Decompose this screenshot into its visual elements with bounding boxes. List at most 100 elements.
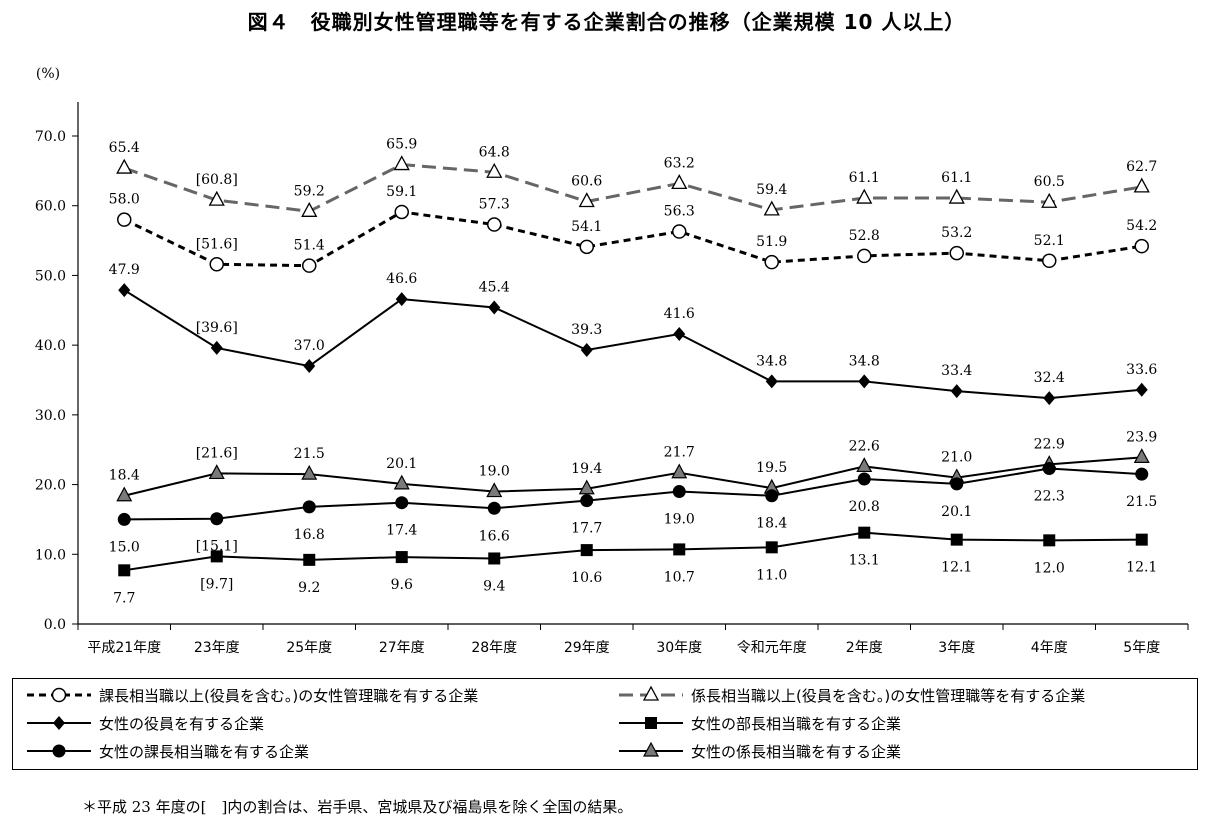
data-point bbox=[765, 374, 778, 389]
data-label: 10.7 bbox=[664, 569, 695, 585]
data-point bbox=[394, 204, 409, 220]
data-point bbox=[117, 212, 132, 227]
data-label: 11.0 bbox=[756, 567, 787, 583]
data-label: 39.3 bbox=[571, 322, 602, 338]
data-point bbox=[1042, 462, 1056, 476]
data-label: 54.2 bbox=[1126, 218, 1157, 234]
data-point bbox=[857, 248, 872, 264]
data-point bbox=[580, 544, 593, 557]
data-point bbox=[950, 533, 963, 546]
legend-marker bbox=[645, 717, 657, 729]
data-label: [51.6] bbox=[196, 236, 238, 252]
data-label: 20.1 bbox=[386, 456, 417, 472]
data-point bbox=[303, 553, 316, 566]
data-label: 22.3 bbox=[1034, 489, 1065, 505]
data-point bbox=[488, 300, 501, 315]
data-label: 20.8 bbox=[849, 499, 880, 515]
y-tick-label: 40.0 bbox=[35, 338, 66, 354]
data-label: 17.7 bbox=[571, 521, 602, 537]
legend-label: 女性の部長相当職を有する企業 bbox=[691, 714, 902, 733]
legend-marker bbox=[642, 741, 660, 757]
data-point bbox=[117, 512, 131, 526]
data-label: 12.0 bbox=[1034, 560, 1065, 576]
data-point bbox=[1043, 534, 1056, 547]
data-point bbox=[578, 192, 595, 208]
legend-marker bbox=[53, 716, 65, 730]
legend-swatch bbox=[619, 741, 683, 757]
data-point bbox=[301, 201, 318, 217]
data-label: 59.2 bbox=[294, 183, 325, 199]
series-line-0 bbox=[123, 163, 1142, 213]
data-point bbox=[949, 245, 964, 261]
data-label: 59.4 bbox=[756, 182, 787, 198]
data-label: 22.9 bbox=[1034, 436, 1065, 452]
data-label: 37.0 bbox=[294, 338, 325, 354]
data-label: 9.4 bbox=[483, 578, 505, 594]
data-point bbox=[210, 550, 223, 563]
x-tick-label: 25年度 bbox=[286, 640, 332, 656]
data-point bbox=[765, 489, 779, 503]
data-label: 62.7 bbox=[1126, 159, 1157, 175]
data-point bbox=[395, 496, 409, 510]
series-line-3 bbox=[124, 456, 1142, 497]
data-point bbox=[856, 457, 873, 473]
data-label: 41.6 bbox=[664, 306, 695, 322]
data-point bbox=[301, 464, 318, 480]
data-point bbox=[486, 482, 503, 498]
data-point bbox=[210, 512, 224, 526]
data-label: 10.6 bbox=[571, 570, 602, 586]
data-label: 15.0 bbox=[109, 539, 140, 555]
legend-swatch bbox=[27, 744, 91, 758]
series-line-5 bbox=[124, 531, 1142, 572]
data-point bbox=[1134, 238, 1149, 254]
legend-item: 女性の役員を有する企業 bbox=[23, 710, 264, 736]
x-tick-label: 4年度 bbox=[1031, 640, 1068, 656]
data-point bbox=[302, 258, 317, 273]
data-point bbox=[487, 217, 502, 232]
y-tick-label: 60.0 bbox=[35, 199, 66, 215]
data-point bbox=[209, 257, 224, 272]
data-point bbox=[116, 486, 133, 502]
data-point bbox=[765, 541, 778, 554]
data-label: 21.7 bbox=[664, 445, 695, 461]
data-label: 58.0 bbox=[109, 192, 140, 208]
legend-label: 女性の役員を有する企業 bbox=[99, 714, 265, 733]
data-labels: 65.4 [60.8] 59.2 65.9 64.8 60.6 63.2 59.4 61.1 61… bbox=[109, 137, 1158, 607]
data-point bbox=[208, 190, 225, 206]
data-point bbox=[763, 200, 780, 216]
data-label: 52.1 bbox=[1034, 233, 1065, 249]
data-point bbox=[673, 326, 686, 341]
legend-item: 女性の係長相当職を有する企業 bbox=[615, 738, 901, 764]
data-point bbox=[1041, 192, 1058, 208]
data-label: 64.8 bbox=[479, 144, 510, 160]
legend: 課長相当職以上(役員を含む。)の女性管理職を有する企業 係長相当職以上(役員を含む… bbox=[12, 678, 1198, 770]
data-label: 19.4 bbox=[571, 461, 602, 477]
data-label: 59.1 bbox=[386, 184, 417, 200]
data-label: 18.4 bbox=[109, 468, 140, 484]
data-point bbox=[1135, 382, 1148, 397]
data-point bbox=[857, 472, 871, 486]
footnote: ＊平成 23 年度の[ ]内の割合は、岩手県、宮城県及び福島県を除く全国の結果。 bbox=[82, 798, 633, 816]
data-point bbox=[950, 384, 963, 399]
unit-label: (%) bbox=[36, 66, 60, 82]
data-point bbox=[395, 551, 408, 564]
data-label: 7.7 bbox=[113, 590, 135, 606]
data-label: 53.2 bbox=[941, 225, 972, 241]
x-tick-label: 27年度 bbox=[379, 640, 425, 656]
data-label: 18.4 bbox=[756, 516, 787, 532]
legend-swatch bbox=[27, 687, 91, 703]
data-point bbox=[488, 552, 501, 565]
legend-swatch bbox=[619, 685, 683, 701]
data-point bbox=[672, 485, 686, 499]
data-point bbox=[858, 526, 871, 539]
data-point bbox=[671, 463, 688, 479]
data-point bbox=[393, 474, 410, 490]
data-label: [60.8] bbox=[196, 172, 238, 188]
data-label: [9.7] bbox=[200, 576, 233, 592]
data-point bbox=[580, 494, 594, 508]
data-label: 33.4 bbox=[941, 363, 972, 379]
data-point bbox=[116, 158, 133, 174]
y-tick-label: 0.0 bbox=[44, 617, 66, 633]
data-label: 46.6 bbox=[386, 271, 417, 287]
data-point bbox=[395, 292, 408, 307]
